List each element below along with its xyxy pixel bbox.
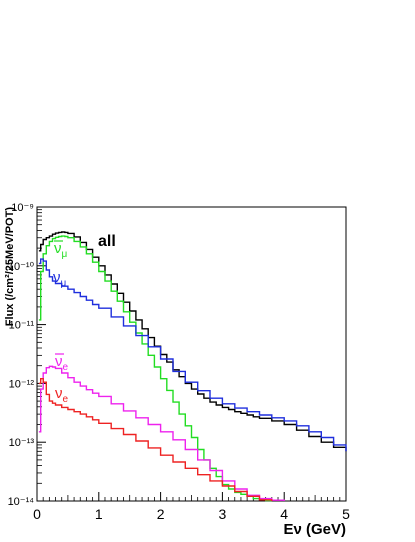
series-label: νμ	[53, 269, 67, 289]
series-line	[38, 258, 347, 452]
x-tick-label: 1	[95, 506, 103, 522]
y-axis-label: Flux (/cm²/25MeV/POT)	[4, 207, 16, 327]
series-label: all	[98, 233, 116, 250]
y-tick-label: 10⁻⁹	[11, 202, 34, 214]
x-tick-label: 0	[33, 506, 41, 522]
plot-frame	[36, 206, 347, 502]
series-label: νe	[55, 385, 69, 405]
series-line	[38, 235, 273, 502]
series-label: νe	[55, 353, 69, 373]
y-tick-label: 10⁻¹⁰	[8, 261, 35, 273]
y-tick-label: 10⁻¹²	[9, 378, 35, 390]
y-tick-label: 10⁻¹³	[9, 437, 35, 449]
series-line	[38, 231, 347, 452]
series-label: νμ	[54, 240, 68, 260]
x-tick-label: 3	[219, 506, 227, 522]
y-tick-label: 10⁻¹⁴	[8, 496, 35, 508]
series-line	[38, 365, 285, 501]
x-tick-label: 4	[280, 506, 288, 522]
x-tick-label: 2	[157, 506, 165, 522]
x-axis-label: Eν (GeV)	[283, 521, 346, 537]
y-tick-label: 10⁻¹¹	[9, 320, 35, 332]
x-tick-label: 5	[342, 506, 350, 522]
series-line	[38, 378, 273, 501]
